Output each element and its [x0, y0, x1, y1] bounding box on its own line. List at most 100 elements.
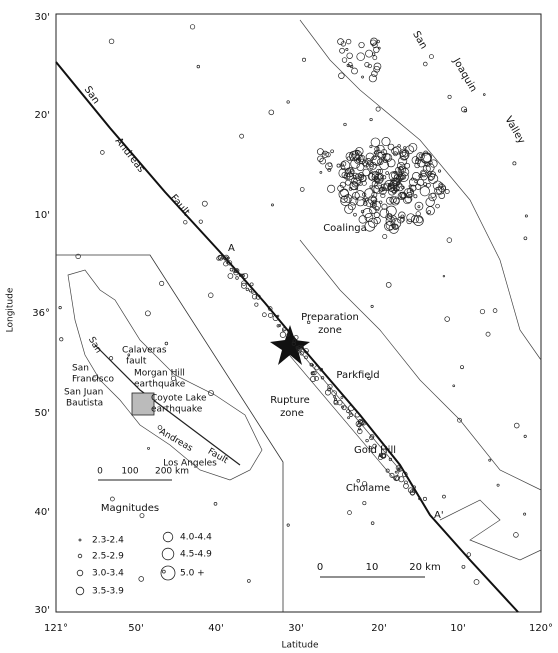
earthquake [208, 292, 214, 298]
map-label: Los Angeles [163, 459, 217, 469]
earthquake [347, 416, 350, 420]
earthquake [344, 204, 354, 214]
earthquake [409, 489, 416, 496]
legend-symbol [161, 547, 175, 561]
legend-symbol [162, 531, 174, 543]
earthquake [327, 387, 331, 392]
legend-symbol [76, 569, 84, 577]
map-label: 10' [450, 623, 465, 634]
earthquake [430, 192, 436, 198]
earthquake [327, 167, 332, 172]
earthquake [442, 274, 446, 278]
earthquake [385, 220, 395, 231]
earthquake [267, 312, 273, 318]
earthquake [337, 399, 343, 406]
earthquake [367, 63, 372, 69]
earthquake [362, 192, 367, 197]
earthquake [413, 215, 424, 226]
earthquake [398, 476, 405, 483]
earthquake [358, 41, 365, 49]
earthquake [376, 168, 381, 174]
earthquake [398, 211, 406, 219]
earthquake [157, 425, 163, 430]
earthquake [419, 169, 428, 178]
earthquake [347, 510, 352, 515]
earthquake [345, 179, 351, 186]
earthquake [374, 177, 379, 182]
earthquake [355, 196, 366, 207]
earthquake [340, 195, 348, 203]
earthquake [299, 351, 304, 356]
map-label: Rupture [270, 395, 310, 406]
earthquake [447, 94, 452, 99]
earthquake [413, 194, 418, 199]
earthquake [347, 62, 353, 67]
earthquake [369, 161, 377, 170]
earthquake [512, 161, 517, 166]
earthquake [278, 324, 282, 327]
earthquake [394, 470, 398, 474]
earthquake [523, 236, 528, 241]
map-label: 100 [121, 467, 138, 477]
earthquake [348, 404, 355, 412]
earthquake [369, 145, 373, 149]
earthquake [359, 158, 365, 165]
earthquake [346, 409, 350, 414]
map-label: A' [434, 510, 444, 521]
earthquake [397, 144, 401, 148]
earthquake [485, 331, 491, 337]
map-label: 3.0-3.4 [92, 569, 124, 579]
earthquake [241, 273, 245, 278]
earthquake [355, 187, 359, 191]
earthquake [336, 163, 341, 168]
map-label: Longitude [6, 287, 16, 332]
earthquake [524, 214, 528, 218]
earthquake [422, 496, 427, 501]
earthquake [379, 178, 383, 182]
earthquake [340, 160, 351, 171]
legend-symbol [77, 553, 83, 559]
earthquake [319, 157, 327, 165]
earthquake [385, 171, 390, 175]
legend-symbol [160, 565, 176, 581]
earthquake [409, 189, 413, 193]
earthquake [147, 446, 150, 450]
earthquake [247, 579, 251, 583]
map-label: Joaquin [450, 56, 479, 94]
earthquake [350, 153, 357, 159]
earthquake [398, 172, 404, 178]
earthquake [276, 324, 280, 328]
earthquake [286, 100, 290, 104]
map-label: 50' [128, 623, 143, 634]
earthquake [385, 282, 392, 288]
earthquake [351, 181, 358, 188]
earthquake [144, 310, 151, 317]
earthquakes [58, 24, 528, 585]
earthquake [170, 375, 177, 381]
earthquake [378, 454, 383, 460]
earthquake [345, 48, 349, 52]
earthquake [376, 39, 380, 44]
earthquake [398, 166, 404, 171]
earthquake [92, 374, 98, 381]
earthquake [262, 312, 267, 318]
earthquake [271, 203, 274, 207]
earthquake [345, 168, 352, 174]
earthquake [314, 376, 319, 382]
earthquake [241, 280, 247, 286]
earthquake [340, 41, 346, 47]
earthquake [337, 185, 344, 192]
map-label: 4.5-4.9 [180, 550, 212, 560]
earthquake [400, 214, 405, 219]
map-label: 40' [35, 507, 50, 518]
earthquake [403, 195, 412, 205]
earthquake [324, 389, 331, 396]
contour [299, 239, 542, 491]
earthquake [388, 223, 399, 234]
earthquake [378, 452, 383, 457]
earthquake [109, 496, 115, 502]
earthquake [374, 206, 380, 212]
earthquake [376, 144, 385, 154]
earthquake [339, 47, 345, 54]
